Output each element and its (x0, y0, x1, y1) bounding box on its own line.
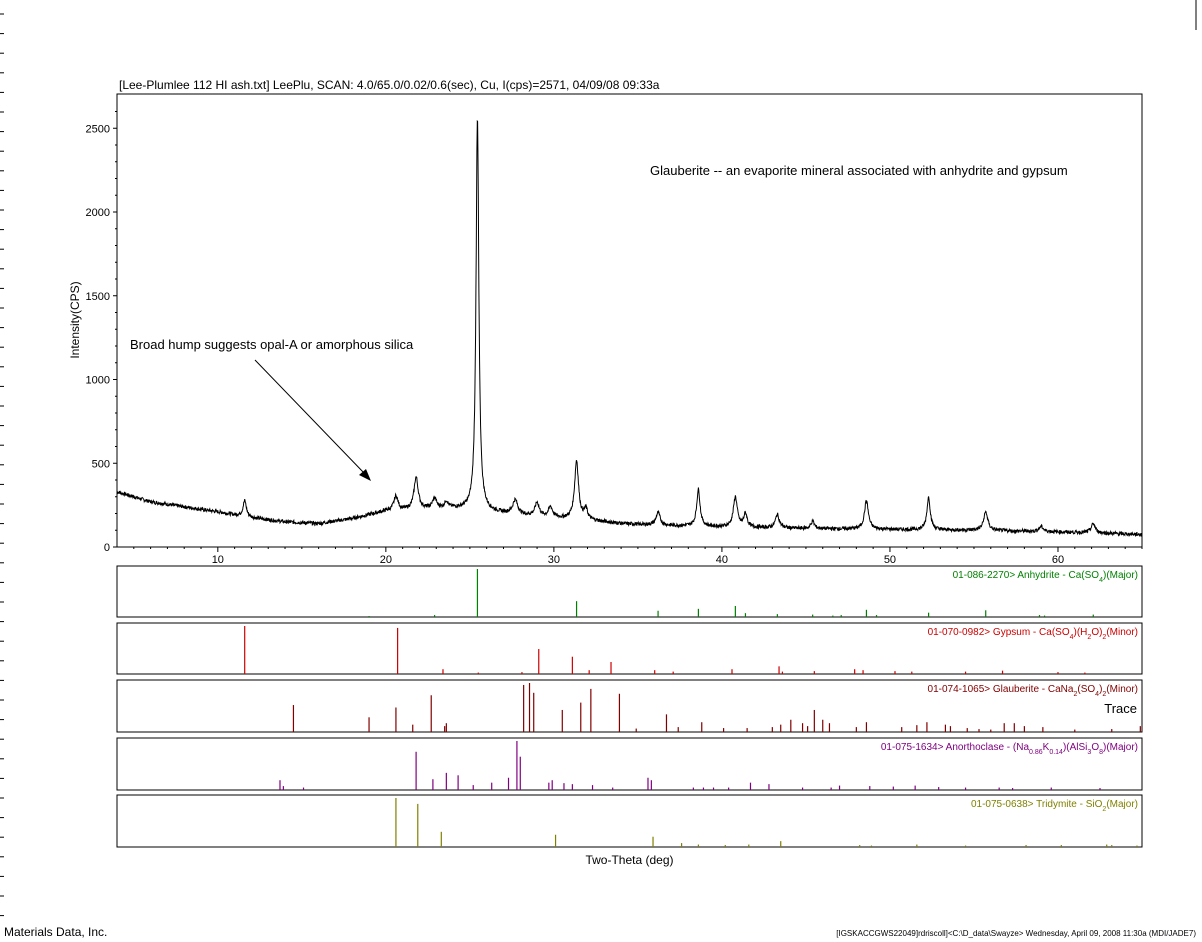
y-axis-label: Intensity(CPS) (68, 281, 82, 358)
reference-pattern-label: 01-070-0982> Gypsum - Ca(SO4)(H2O)2(Mino… (928, 627, 1138, 641)
reference-panel-frame (116, 737, 1143, 791)
reference-panel-frame (116, 565, 1143, 618)
chart-title: [Lee-Plumlee 112 HI ash.txt] LeePlu, SCA… (119, 78, 660, 92)
x-axis-label: Two-Theta (deg) (585, 853, 673, 867)
x-tick-label: 60 (1052, 554, 1064, 566)
x-tick-label: 40 (716, 554, 728, 566)
hump-arrow-head (359, 469, 371, 481)
diffraction-pattern-line (116, 119, 1143, 538)
y-tick-label: 0 (104, 542, 110, 554)
x-tick-label: 30 (548, 554, 560, 566)
reference-pattern-label: 01-086-2270> Anhydrite - Ca(SO4)(Major) (953, 570, 1138, 584)
hump-arrow-shaft (254, 359, 366, 475)
trace-annotation: Trace (1104, 701, 1137, 716)
x-tick-label: 20 (380, 554, 392, 566)
hump-annotation: Broad hump suggests opal-A or amorphous … (130, 337, 414, 352)
y-tick-label: 2000 (86, 207, 110, 219)
reference-panel-frame (116, 794, 1143, 848)
x-tick-label: 10 (212, 554, 224, 566)
plot-frame (116, 93, 1143, 548)
reference-panel-frame (116, 622, 1143, 675)
reference-panel-frame (116, 679, 1143, 733)
y-tick-label: 2500 (86, 123, 110, 135)
y-tick-label: 1500 (86, 291, 110, 303)
x-tick-label: 50 (884, 554, 896, 566)
footer-file-info: [IGSKACCGWS22049]rdriscoll]<C:\D_data\Sw… (836, 929, 1196, 938)
reference-pattern-label: 01-074-1065> Glauberite - CaNa2(SO4)2(Mi… (928, 684, 1138, 698)
y-tick-label: 500 (92, 458, 110, 470)
glauberite-annotation: Glauberite -- an evaporite mineral assoc… (650, 163, 1068, 178)
reference-pattern-label: 01-075-0638> Tridymite - SiO2(Major) (971, 799, 1138, 813)
reference-pattern-label: 01-075-1634> Anorthoclase - (Na0.86K0.14… (881, 742, 1138, 756)
y-tick-label: 1000 (86, 375, 110, 387)
footer-company: Materials Data, Inc. (4, 925, 108, 939)
